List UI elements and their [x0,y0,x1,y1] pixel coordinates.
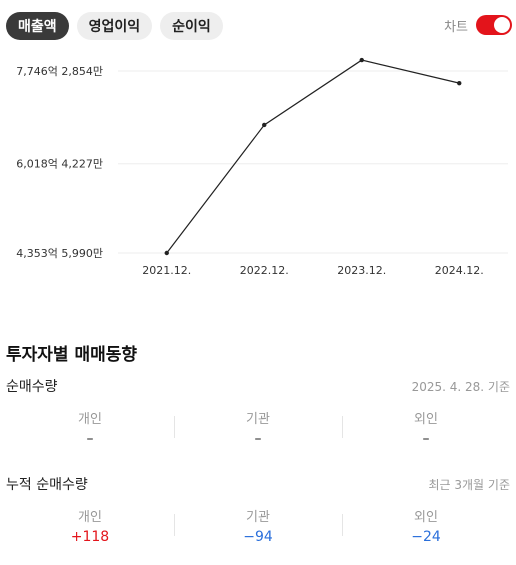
y-tick-label: 4,353억 5,990만 [16,247,103,260]
stat-value: – [86,431,94,447]
stat-label: 외인 [414,510,438,525]
net-buy-header: 순매수량 2025. 4. 28. 기준 [6,376,510,396]
chart-toggle-label: 차트 [444,19,468,35]
net-buy-individual: 개인 – [6,408,174,447]
stat-label: 기관 [246,412,270,427]
stat-label: 개인 [78,510,102,525]
cumulative-foreign: 외인 −24 [342,506,510,545]
stat-value: – [254,431,262,447]
net-buy-foreign: 외인 – [342,408,510,447]
x-tick-label: 2021.12. [142,264,191,277]
cumulative-individual: 개인 +118 [6,506,174,545]
data-point [262,122,267,128]
cumulative-period: 최근 3개월 기준 [428,477,510,492]
cumulative-header: 누적 순매수량 최근 3개월 기준 [6,474,510,494]
toggle-knob [494,17,510,33]
stat-value: +118 [70,529,110,545]
cumulative-stats: 개인 +118 기관 −94 외인 −24 [6,506,510,545]
stat-label: 기관 [246,510,270,525]
net-buy-institution: 기관 – [174,408,342,447]
x-tick-label: 2024.12. [435,264,484,277]
cumulative-institution: 기관 −94 [174,506,342,545]
stat-value: −24 [411,529,441,545]
cumulative-label: 누적 순매수량 [6,477,88,493]
x-tick-label: 2022.12. [240,264,289,277]
chart-toggle-group: 차트 [444,15,512,35]
stat-label: 개인 [78,412,102,427]
data-point [164,250,169,256]
stat-value: – [422,431,430,447]
stat-value: −94 [243,529,273,545]
metric-tabs: 매출액 영업이익 순이익 [6,12,223,40]
y-tick-label: 6,018억 4,227만 [16,158,103,171]
chart-toggle-switch[interactable] [476,15,512,35]
investor-section-title: 투자자별 매매동향 [6,345,138,365]
revenue-line-chart: 7,746억 2,854만 6,018억 4,227만 4,353억 5,990만 2… [16,57,508,277]
revenue-series-line [166,59,460,254]
data-point [359,57,364,63]
net-buy-label: 순매수량 [6,379,58,395]
data-point [457,80,462,86]
tab-operating-profit[interactable]: 영업이익 [76,12,153,40]
stat-label: 외인 [414,412,438,427]
net-buy-stats: 개인 – 기관 – 외인 – [6,408,510,447]
net-buy-date: 2025. 4. 28. 기준 [411,379,510,394]
y-tick-label: 7,746억 2,854만 [16,65,103,78]
x-tick-label: 2023.12. [337,264,386,277]
tab-net-income[interactable]: 순이익 [160,12,223,40]
tab-revenue[interactable]: 매출액 [6,12,69,40]
